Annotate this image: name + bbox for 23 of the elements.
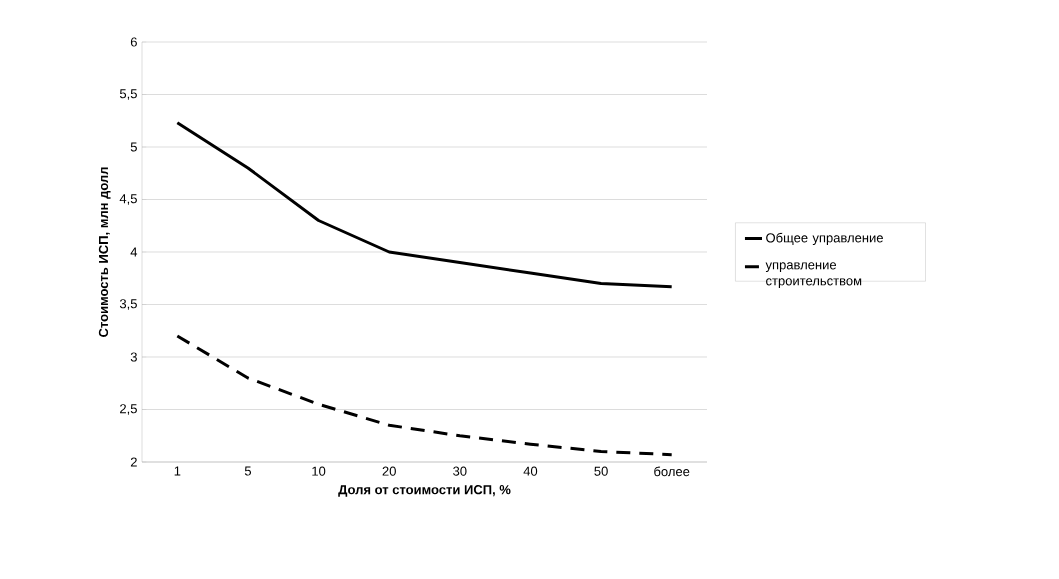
x-tick-label: 50 (594, 466, 608, 476)
line-series (175, 334, 674, 457)
line-series (175, 121, 674, 289)
x-tick-label: 5 (244, 466, 252, 476)
x-tick-label: 30 (453, 466, 467, 476)
y-tick-label: 4 (130, 247, 138, 257)
x-tick-label: 1 (174, 466, 181, 476)
x-tick-label: 20 (382, 466, 396, 476)
y-tick-label: 3 (130, 352, 137, 362)
x-tick-label: 40 (523, 466, 538, 476)
legend-label: управление строительством (765, 262, 862, 288)
y-tick-label: 6 (130, 37, 137, 47)
legend-label: Общее управление (766, 232, 883, 246)
x-axis-title: Доля от стоимости ИСП, % (338, 485, 511, 497)
y-tick-label: 2,5 (120, 404, 137, 415)
y-tick-label: 4,5 (119, 194, 137, 205)
y-tick-label: 3,5 (119, 299, 137, 310)
y-axis-title: Стоимость ИСП, млн долл (98, 167, 111, 337)
y-tick-label: 2 (130, 457, 137, 467)
y-tick-label: 5 (130, 142, 137, 152)
y-tick-label: 5,5 (119, 89, 137, 100)
x-tick-label: более (654, 466, 690, 477)
x-tick-label: 10 (312, 466, 326, 476)
